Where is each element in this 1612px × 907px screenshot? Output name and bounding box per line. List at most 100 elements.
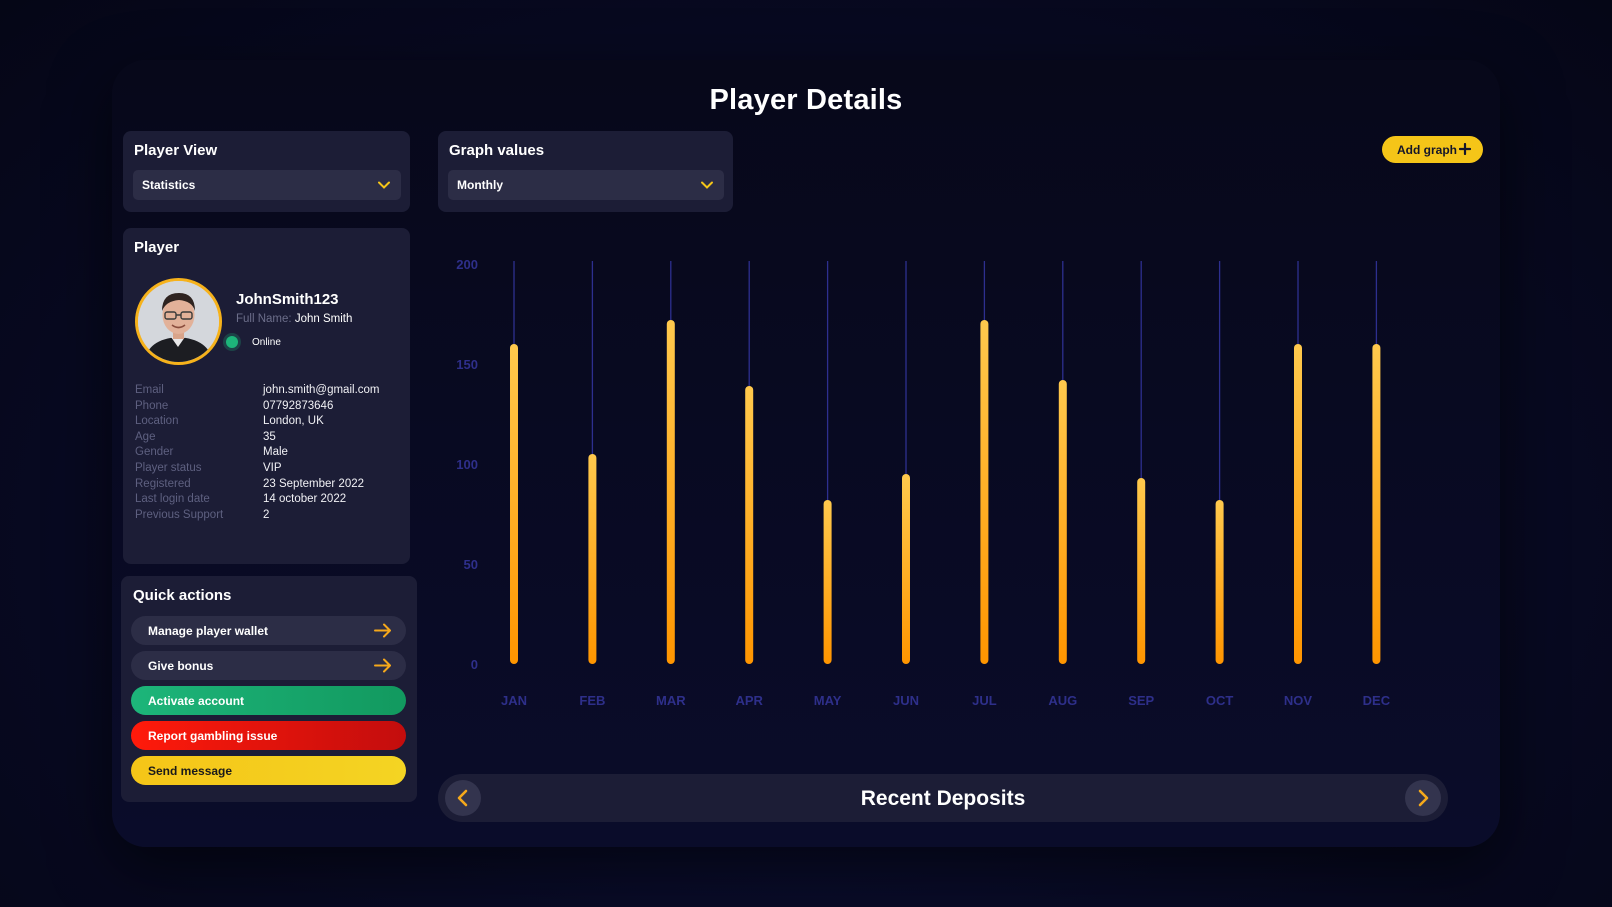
player-detail-row: Previous Support 2 (135, 509, 405, 525)
player-view-title: Player View (134, 142, 218, 159)
x-tick-label: DEC (1363, 693, 1391, 708)
send-message-label: Send message (148, 763, 233, 778)
player-detail-row: Phone 07792873646 (135, 400, 405, 416)
bar-jun[interactable] (902, 474, 910, 664)
player-view-select[interactable]: Statistics (133, 170, 401, 200)
bar-oct[interactable] (1215, 500, 1224, 664)
player-detail-key: Location (135, 415, 179, 428)
graph-values-card: Graph values Monthly (438, 131, 733, 212)
x-tick-label: FEB (579, 693, 605, 708)
player-detail-value: 23 September 2022 (263, 477, 365, 490)
player-detail-key: Player status (135, 462, 202, 474)
player-view-card: Player View Statistics (123, 131, 410, 212)
x-tick-label: NOV (1284, 693, 1313, 708)
player-detail-row: Registered 23 September 2022 (135, 478, 405, 494)
dashboard-frame: Player Details Player View Statistics Gr… (112, 60, 1500, 847)
player-detail-key: Previous Support (135, 508, 224, 521)
x-tick-label: AUG (1048, 693, 1077, 708)
y-tick-label: 0 (471, 657, 478, 672)
player-username: JohnSmith123 (236, 291, 339, 308)
x-tick-label: MAR (656, 693, 686, 708)
manage-player-wallet-label: Manage player wallet (148, 623, 269, 638)
chevron-down-icon (378, 181, 390, 189)
quick-actions-title: Quick actions (133, 587, 232, 604)
bar-nov[interactable] (1294, 344, 1302, 664)
player-detail-key: Age (135, 430, 156, 443)
avatar (135, 278, 222, 365)
player-detail-value: 35 (263, 430, 276, 443)
activate-account-button[interactable]: Activate account (131, 686, 406, 715)
player-card-title: Player (134, 239, 180, 256)
arrow-right-icon (374, 658, 391, 673)
plus-icon (1459, 143, 1471, 155)
add-graph-button[interactable]: Add graph (1382, 136, 1483, 163)
player-card: Player JohnSmith123 Full Name: John Smit… (123, 228, 410, 564)
give-bonus-button[interactable]: Give bonus (131, 651, 406, 680)
report-gambling-issue-label: Report gambling issue (148, 728, 278, 743)
chevron-down-icon (701, 181, 713, 189)
quick-actions-card: Quick actions Manage player wallet Give b… (121, 576, 417, 802)
player-detail-key: Email (135, 384, 164, 396)
bar-may[interactable] (823, 500, 832, 664)
add-graph-label: Add graph (1397, 142, 1457, 157)
prev-button[interactable] (445, 780, 481, 816)
player-detail-row: Last login date 14 october 2022 (135, 493, 405, 509)
x-tick-label: MAY (814, 693, 842, 708)
bar-apr[interactable] (745, 386, 754, 664)
player-detail-value: 2 (263, 508, 270, 521)
manage-player-wallet-button[interactable]: Manage player wallet (131, 616, 406, 645)
player-fullname: Full Name: John Smith (236, 313, 352, 325)
chevron-right-icon (1418, 789, 1429, 807)
player-view-selected: Statistics (142, 178, 196, 192)
recent-deposits-bar: Recent Deposits (438, 774, 1448, 822)
avatar-image (138, 281, 219, 362)
bar-jan[interactable] (510, 344, 518, 664)
player-detail-row: Email john.smith@gmail.com (135, 384, 405, 400)
next-button[interactable] (1405, 780, 1441, 816)
player-detail-row: Player status VIP (135, 462, 405, 478)
bar-feb[interactable] (588, 454, 597, 664)
player-detail-key: Phone (135, 399, 169, 412)
bar-mar[interactable] (666, 320, 675, 664)
player-detail-value: London, UK (263, 415, 324, 428)
graph-values-title: Graph values (449, 142, 545, 159)
x-tick-label: JAN (501, 693, 527, 708)
graph-values-selected: Monthly (457, 178, 503, 192)
bar-jul[interactable] (980, 320, 989, 664)
graph-values-select[interactable]: Monthly (448, 170, 724, 200)
player-detail-key: Last login date (135, 493, 210, 506)
give-bonus-label: Give bonus (148, 658, 214, 673)
activate-account-label: Activate account (148, 693, 245, 708)
deposits-bar-chart: 0 50 100 150 200 JAN FEB MAR APR MAY JUN JUL AUG SEP O… (456, 257, 1391, 708)
y-tick-label: 50 (464, 557, 478, 572)
send-message-button[interactable]: Send message (131, 756, 406, 785)
y-tick-label: 100 (456, 457, 478, 472)
chevron-left-icon (457, 789, 468, 807)
y-tick-label: 150 (456, 357, 478, 372)
player-detail-value: 07792873646 (263, 399, 334, 412)
player-detail-value: 14 october 2022 (263, 493, 347, 506)
fullname-label: Full Name: (236, 313, 292, 325)
x-tick-label: APR (735, 693, 763, 708)
report-gambling-issue-button[interactable]: Report gambling issue (131, 721, 406, 750)
player-detail-key: Gender (135, 446, 174, 459)
bar-sep[interactable] (1137, 478, 1146, 664)
x-tick-label: OCT (1206, 693, 1234, 708)
player-detail-value: Male (263, 446, 288, 459)
player-detail-key: Registered (135, 477, 191, 490)
player-detail-row: Location London, UK (135, 415, 405, 431)
page-title: Player Details (709, 84, 903, 116)
arrow-right-icon (374, 623, 391, 638)
x-tick-label: JUN (893, 693, 919, 708)
online-status-icon (226, 336, 238, 348)
recent-deposits-title: Recent Deposits (860, 787, 1026, 810)
bar-aug[interactable] (1058, 380, 1067, 664)
player-detail-value: john.smith@gmail.com (263, 384, 380, 396)
x-tick-label: SEP (1128, 693, 1154, 708)
player-detail-value: VIP (263, 462, 282, 474)
fullname-value: John Smith (294, 313, 353, 325)
player-detail-row: Gender Male (135, 446, 405, 462)
bar-dec[interactable] (1372, 344, 1381, 664)
x-tick-label: JUL (972, 693, 997, 708)
y-tick-label: 200 (456, 257, 478, 272)
